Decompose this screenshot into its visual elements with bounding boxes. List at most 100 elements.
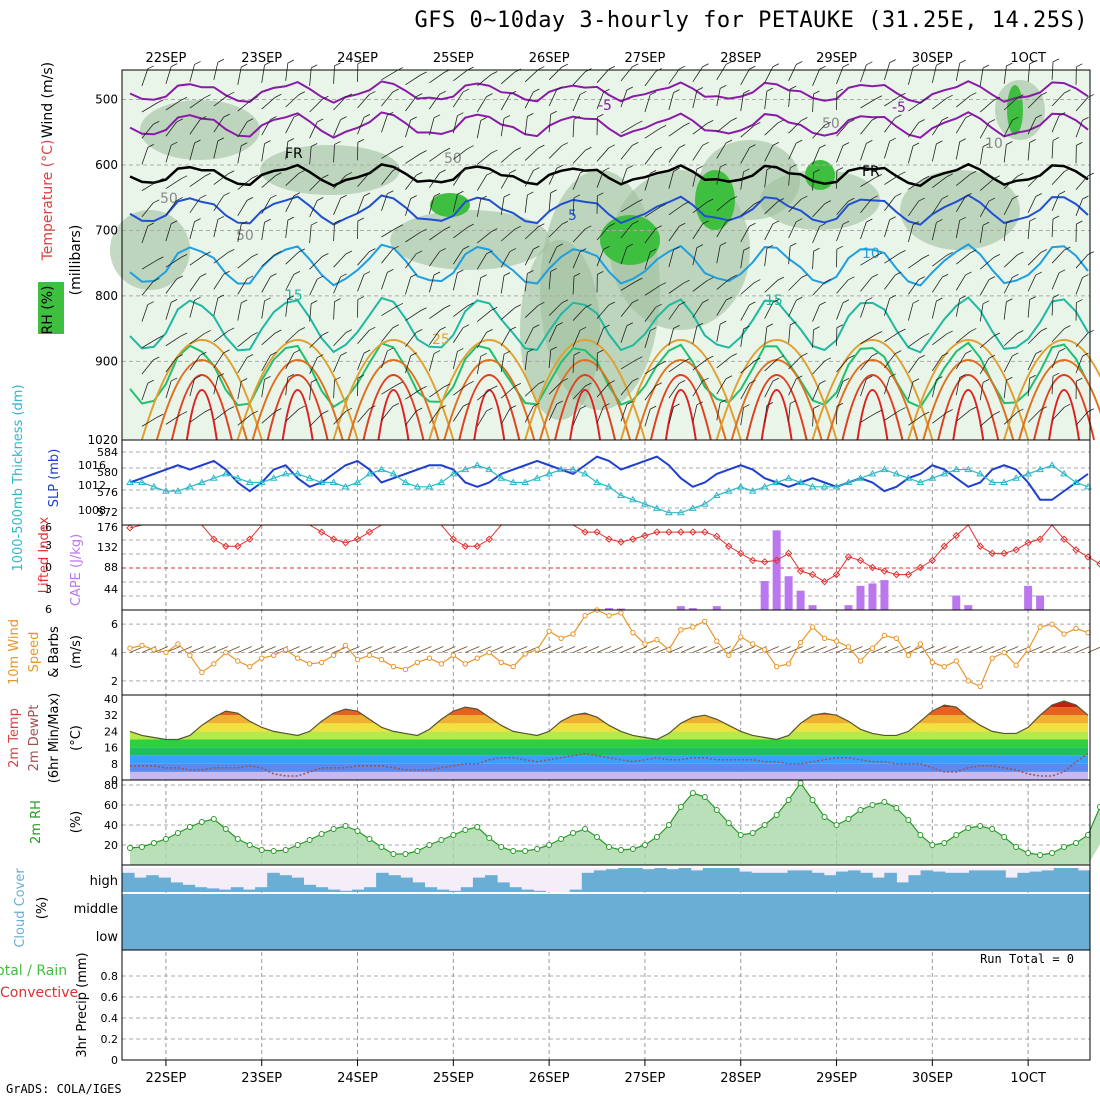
thickness-marker: [293, 469, 302, 477]
wind-barb-feather: [848, 197, 855, 202]
wind-barb-feather: [777, 355, 785, 360]
wind-barb-feather: [550, 110, 557, 115]
cloud-bar: [848, 870, 861, 892]
wind-barb: [261, 64, 265, 83]
thickness-marker: [126, 478, 134, 485]
wind-barb: [1003, 411, 1018, 425]
wind-barb-feather: [1017, 330, 1024, 334]
thickness-marker: [892, 469, 901, 477]
wind-speed-marker: [666, 646, 672, 653]
contour-label: 50: [444, 151, 462, 167]
wind-barb-feather: [480, 274, 487, 279]
cloud-bar: [146, 922, 159, 950]
wind-barb-feather: [970, 170, 977, 175]
rh-marker: [306, 837, 313, 843]
wind-barb: [237, 381, 242, 400]
cloud-bar: [533, 894, 546, 922]
wind-barb: [1003, 301, 1007, 320]
wind-barb: [692, 404, 698, 423]
cloud-bar: [206, 894, 220, 922]
rh-marker: [246, 842, 253, 848]
wind-barb: [1027, 378, 1031, 397]
wind-barb-feather: [970, 406, 977, 411]
wind-barb-feather: [679, 301, 686, 306]
wind-barb-feather: [439, 248, 446, 252]
wind-barb: [668, 204, 684, 216]
wind-barb-feather: [608, 301, 616, 306]
wind-barb-feather: [965, 350, 972, 354]
temp-band: [130, 731, 1088, 740]
wind-barb: [213, 352, 224, 369]
wind-barb: [285, 195, 295, 212]
wind-barb-feather: [848, 119, 855, 123]
wind-barb-feather: [824, 121, 832, 126]
wind-barb: [836, 302, 844, 320]
wind-barb-feather: [457, 112, 464, 117]
wind-barb: [956, 173, 971, 186]
wind-barb-feather: [298, 91, 306, 96]
wind-barb-feather: [730, 117, 737, 122]
temp-contour-minus5: [129, 111, 1089, 139]
wind-barb: [548, 114, 552, 133]
wind-speed-marker: [953, 658, 959, 664]
wind-speed-marker: [366, 652, 373, 659]
wind-barb-feather: [153, 199, 160, 204]
rh-marker: [234, 836, 241, 842]
wind-barb-feather: [392, 167, 399, 171]
wind-barb-feather: [842, 142, 850, 146]
cloud-bar: [230, 894, 244, 922]
rh-marker: [378, 844, 385, 850]
wind-barb-feather: [597, 192, 604, 197]
wind-barb: [381, 148, 398, 159]
wind-barb-feather: [796, 296, 803, 301]
wind-barb: [309, 256, 323, 270]
wind-barb: [572, 408, 581, 426]
wind-barb-feather: [392, 88, 399, 93]
wind-barb: [428, 274, 435, 293]
wind-speed-marker: [869, 645, 876, 651]
wind-speed-marker: [1049, 621, 1055, 627]
rh-marker: [677, 804, 684, 810]
li-marker: [952, 531, 960, 540]
wind-barb: [237, 256, 253, 269]
wind-barb-feather: [533, 167, 540, 171]
rh-marker: [641, 842, 648, 848]
li-marker: [629, 535, 637, 543]
wind-barb-feather: [679, 380, 686, 384]
wind-barb-feather: [217, 58, 225, 63]
cloud-bar: [581, 922, 595, 950]
wind-barb: [931, 300, 937, 319]
cloud-bar: [884, 872, 897, 892]
wind-barb: [237, 413, 253, 426]
contour-label: 5: [568, 208, 577, 224]
contour-label: 25: [432, 332, 450, 348]
cloud-bar: [981, 894, 994, 922]
wind-barb: [333, 301, 335, 320]
wind-barb: [261, 379, 265, 398]
wind-barb-feather: [912, 221, 920, 225]
warm-arch-contour: [841, 374, 904, 441]
wind-barb: [524, 69, 539, 83]
wind-barb: [788, 246, 791, 265]
thickness-marker: [365, 469, 374, 477]
wind-barb: [453, 148, 468, 160]
date-label-top: 30SEP: [912, 51, 953, 66]
slp-tick: 1008: [78, 504, 106, 517]
wind-barb: [1003, 380, 1007, 399]
wind-barb: [237, 224, 242, 243]
wind-speed-marker: [318, 659, 325, 666]
cloud-bar: [714, 868, 728, 892]
wind-barb: [740, 328, 744, 347]
wind-barb-feather: [918, 119, 925, 123]
surface-wind-barb: [1039, 646, 1055, 653]
wind-barb-feather: [1029, 139, 1036, 143]
wind-barb: [548, 403, 558, 421]
cloud-bar: [158, 877, 171, 892]
rh-marker: [498, 844, 505, 850]
wind-barb-feather: [345, 250, 353, 255]
wind-barb: [524, 226, 539, 240]
wind-barb: [428, 117, 435, 136]
wind-speed-marker: [259, 655, 265, 661]
wind-barb-feather: [1006, 298, 1013, 303]
wind-barb: [620, 202, 637, 213]
